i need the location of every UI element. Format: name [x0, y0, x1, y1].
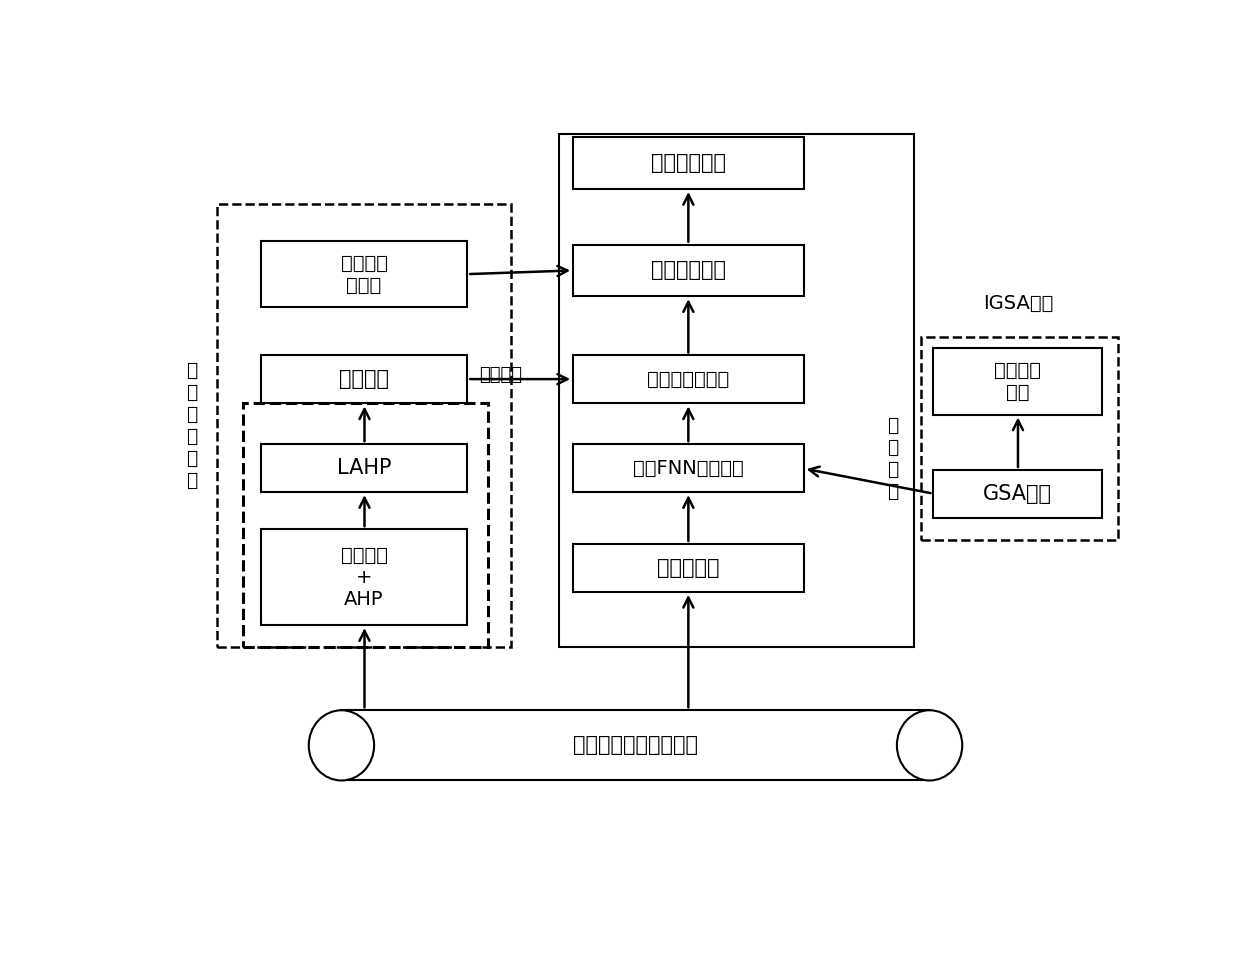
- Bar: [921, 337, 1118, 540]
- Text: 节
点
权
值
评
估: 节 点 权 值 评 估: [186, 361, 197, 491]
- Text: 数据标准化: 数据标准化: [657, 558, 719, 578]
- Text: 主机重要
性权重: 主机重要 性权重: [341, 253, 388, 295]
- Text: GSA算法: GSA算法: [983, 484, 1052, 504]
- Text: 一级指标态势值: 一级指标态势值: [647, 370, 729, 389]
- Bar: [341, 710, 930, 780]
- Text: 构建FNN评估模型: 构建FNN评估模型: [632, 459, 744, 478]
- Ellipse shape: [309, 710, 374, 780]
- Text: 权值矩阵: 权值矩阵: [339, 370, 389, 390]
- Text: 态
势
评
估: 态 势 评 估: [888, 417, 899, 501]
- Ellipse shape: [897, 710, 962, 780]
- Bar: [260, 529, 467, 625]
- Bar: [573, 137, 804, 189]
- Text: 层次化的网络安全要素: 层次化的网络安全要素: [573, 735, 698, 756]
- Text: IGSA算法: IGSA算法: [983, 294, 1053, 313]
- Text: 网络安全态势: 网络安全态势: [651, 154, 725, 173]
- Text: 改进更新
公式: 改进更新 公式: [994, 361, 1042, 402]
- Bar: [934, 348, 1101, 415]
- Text: 主机安全态势: 主机安全态势: [651, 260, 725, 280]
- Bar: [260, 241, 467, 307]
- Text: LAHP: LAHP: [337, 458, 392, 478]
- Bar: [260, 355, 467, 403]
- Bar: [573, 355, 804, 403]
- Bar: [243, 403, 489, 647]
- Bar: [217, 204, 511, 647]
- Bar: [573, 444, 804, 492]
- Bar: [934, 470, 1101, 518]
- Bar: [573, 544, 804, 592]
- Text: 一级指标: 一级指标: [480, 367, 522, 384]
- Bar: [260, 444, 467, 492]
- Bar: [558, 133, 914, 647]
- Bar: [573, 245, 804, 297]
- Text: 线性规划
+
AHP: 线性规划 + AHP: [341, 545, 388, 609]
